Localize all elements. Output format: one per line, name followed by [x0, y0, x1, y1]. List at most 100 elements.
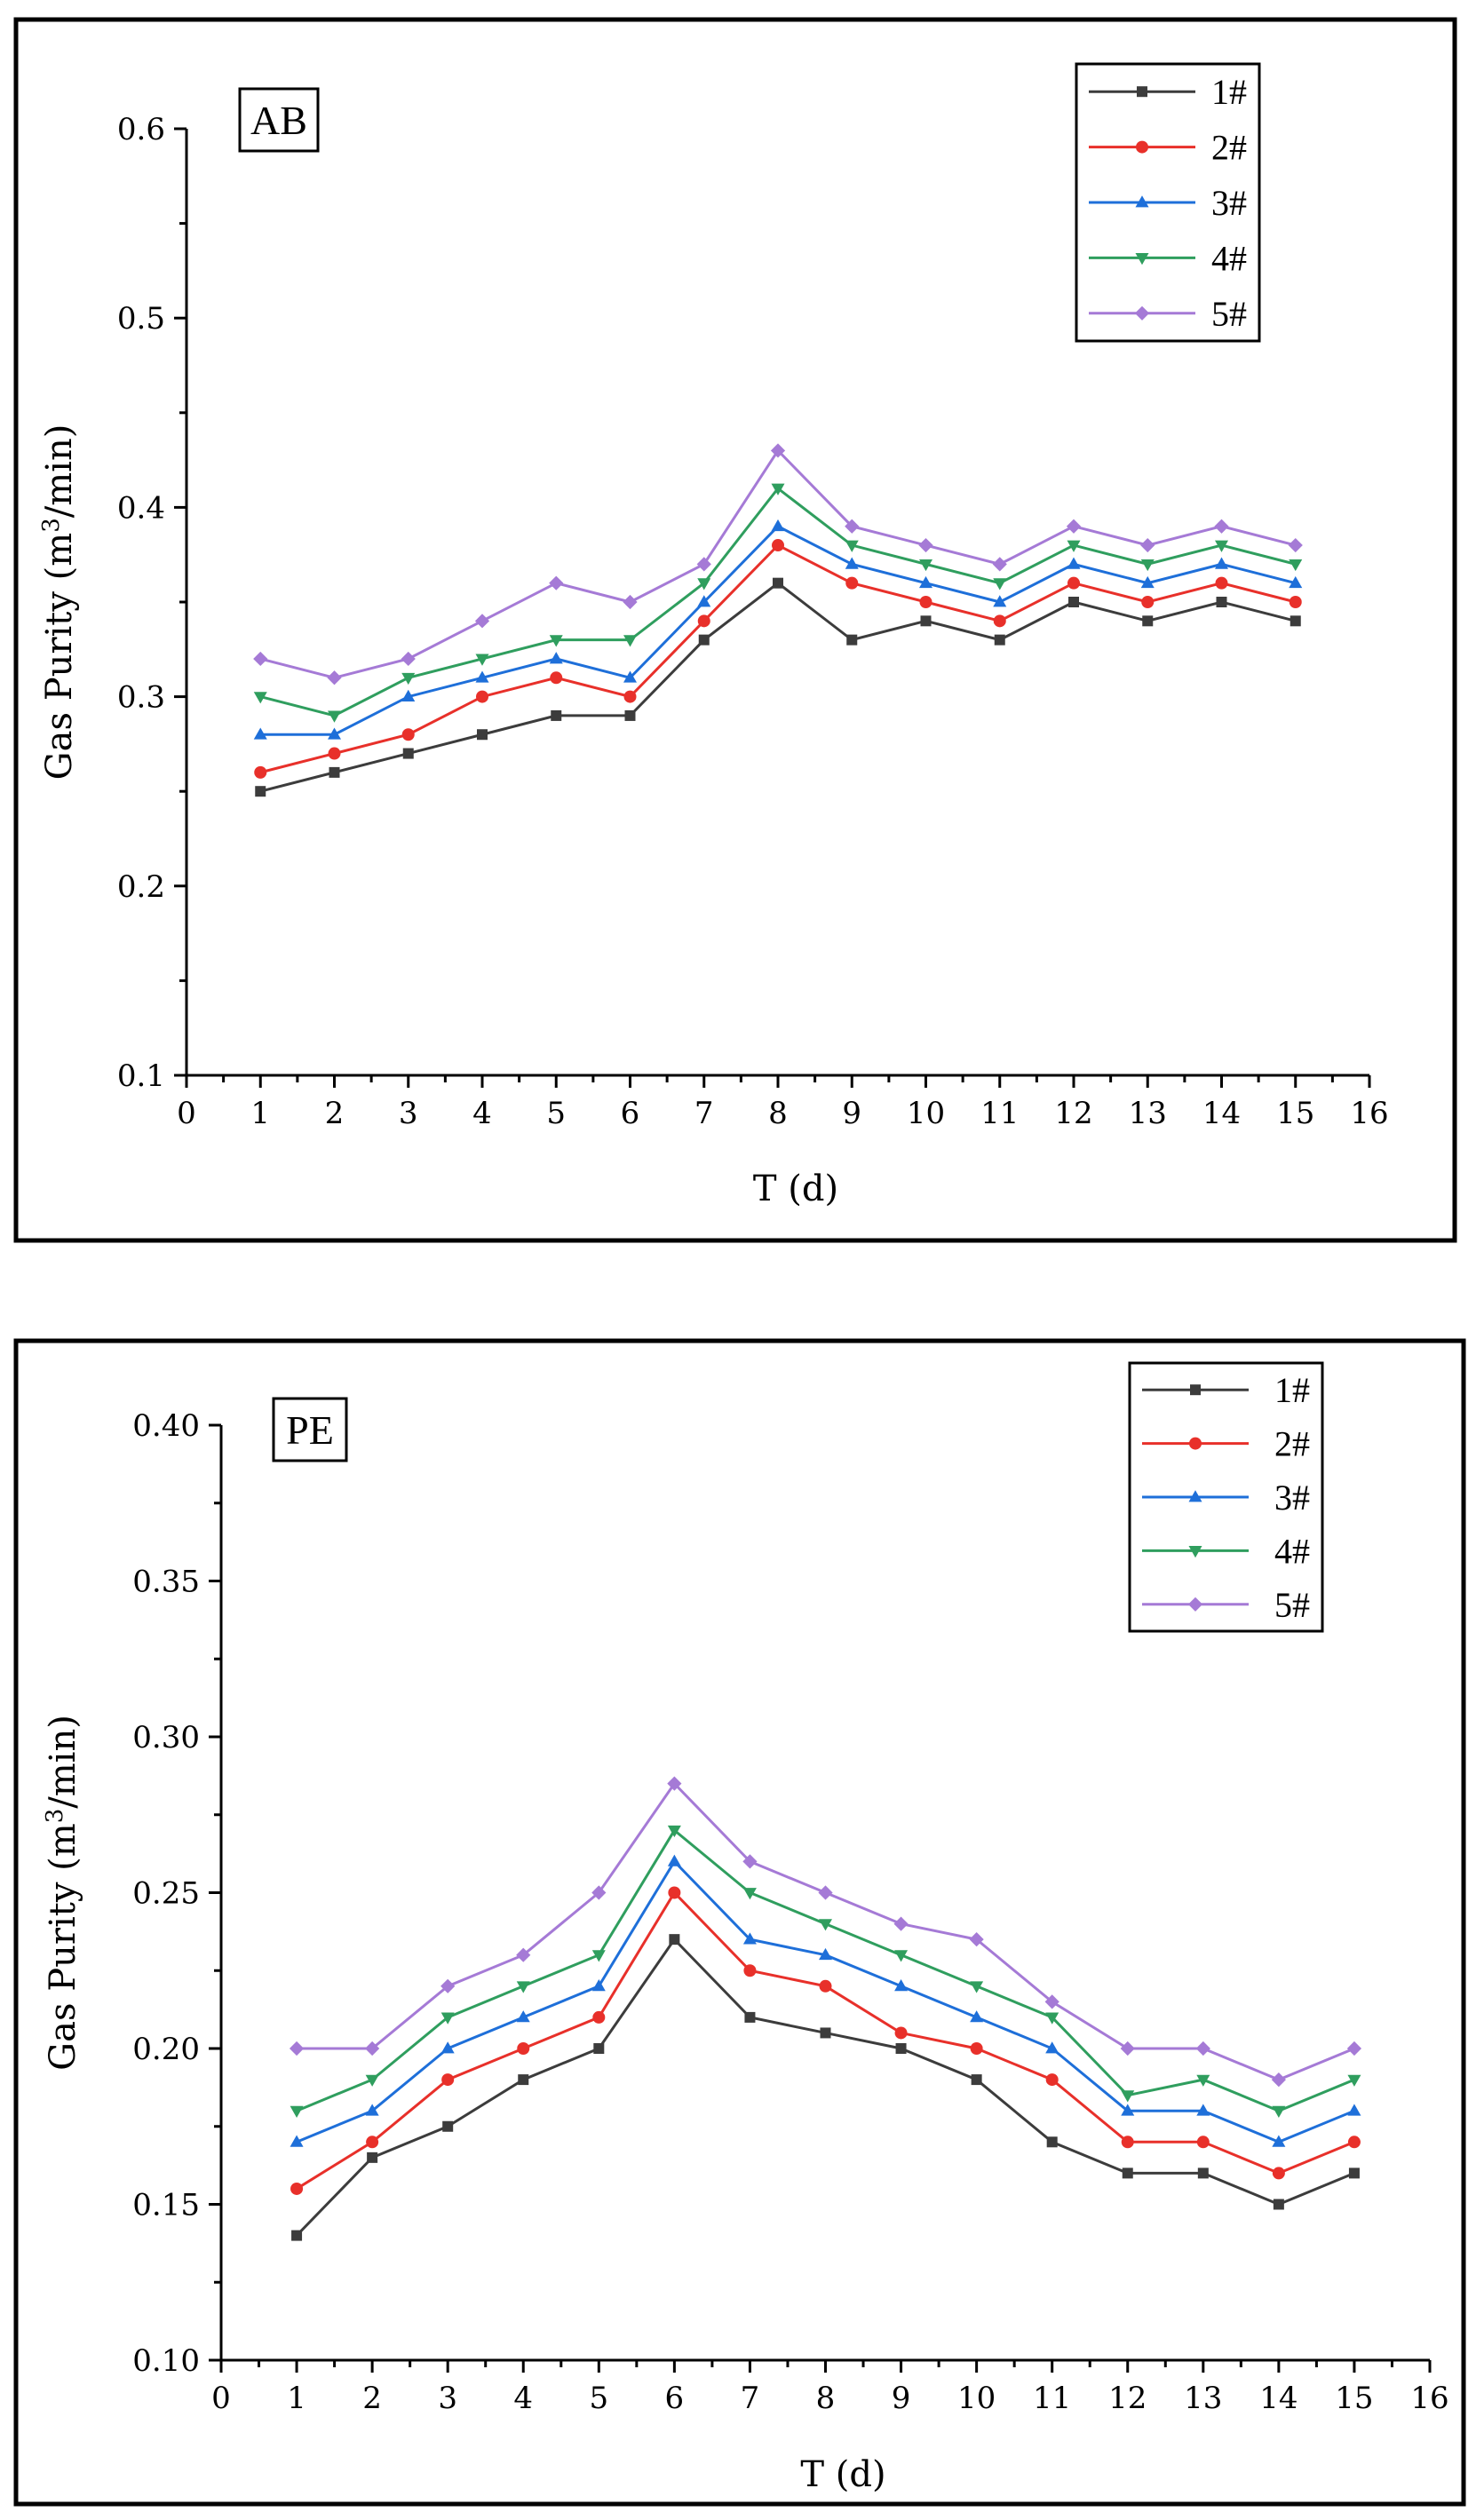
pe-series-5-point: [667, 1776, 682, 1791]
pe-series-4-point: [819, 1919, 832, 1931]
ab-series-3-point: [845, 557, 859, 569]
pe-series-3-point: [1121, 2104, 1135, 2116]
ab-legend-label: 2#: [1211, 128, 1247, 168]
ab-series-4-point: [1289, 559, 1303, 572]
ab-series-1-point: [920, 615, 932, 627]
ab-series-1-point: [1216, 597, 1227, 607]
ab-series-1-point: [551, 709, 562, 721]
pe-series-4-point: [1347, 2074, 1361, 2087]
ab-series-5-point: [696, 557, 711, 572]
ab-series-1-point: [994, 634, 1005, 646]
pe-legend-marker: [1190, 1384, 1201, 1396]
ab-series-1-point: [624, 709, 636, 721]
pe-x-tick-label: 14: [1259, 2381, 1298, 2416]
ab-y-axis-title-unit: /min): [39, 424, 80, 519]
ab-frame: [13, 17, 1457, 1243]
ab-series-2-point: [254, 765, 267, 779]
ab-y-axis-title-sup: 3: [38, 518, 65, 533]
ab-series-4-point: [549, 635, 563, 647]
ab-series-4-point: [993, 578, 1007, 590]
pe-x-tick-label: 2: [362, 2381, 382, 2416]
ab-series-4-point: [475, 654, 489, 666]
ab-y-tick-label: 0.4: [117, 490, 165, 526]
pe-x-tick-label: 13: [1184, 2381, 1222, 2416]
pe-series-3-point: [742, 1932, 757, 1945]
ab-x-tick-label: 3: [399, 1096, 418, 1131]
ab-series-5-point: [253, 651, 268, 667]
pe-series-2-point: [668, 1886, 681, 1899]
ab-series-3-point: [771, 519, 785, 532]
ab-series-4-point: [1067, 540, 1081, 552]
ab-x-tick-label: 6: [621, 1096, 640, 1131]
pe-series-5-point: [818, 1885, 833, 1900]
ab-series-2-point: [845, 576, 859, 590]
ab-series-4-point: [771, 483, 785, 495]
ab-series-3-point: [993, 595, 1007, 607]
ab-series-3-point: [1140, 575, 1155, 589]
pe-series-3-point: [365, 2104, 379, 2116]
pe-legend-marker: [1188, 1546, 1202, 1558]
ab-series-4-point: [697, 578, 711, 590]
pe-x-tick-label: 12: [1108, 2381, 1147, 2416]
pe-x-tick-label: 9: [892, 2381, 911, 2416]
ab-series-2-point: [1067, 576, 1080, 590]
ab-y-axis-title-main: Gas Purity (m: [39, 533, 80, 781]
ab-y-tick-label: 0.6: [117, 112, 165, 147]
pe-series-3-point: [1347, 2104, 1361, 2116]
ab-x-tick-label: 11: [980, 1096, 1019, 1131]
pe-series-4-point: [667, 1825, 681, 1838]
pe-y-tick-label: 0.30: [132, 1720, 200, 1755]
ab-series-2-point: [697, 614, 710, 628]
pe-series-1-point: [669, 1934, 680, 1945]
pe-legend-marker: [1188, 1490, 1202, 1502]
pe-series-3-point: [1272, 2135, 1286, 2147]
pe-series-3-point: [894, 1979, 909, 1992]
pe-x-tick-label: 10: [957, 2381, 996, 2416]
pe-series-2-point: [743, 1964, 757, 1977]
ab-legend-marker: [1135, 195, 1149, 208]
pe-y-tick-label: 0.40: [132, 1408, 200, 1444]
pe-series-5-point: [516, 1947, 531, 1962]
pe-series-3-point: [516, 2010, 530, 2023]
pe-y-axis-title: Gas Purity (m3/min): [42, 1715, 83, 2071]
ab-series-5-point: [1288, 537, 1303, 553]
pe-legend-label: 2#: [1274, 1424, 1310, 1464]
ab-series-3-point: [623, 670, 637, 683]
ab-series-3-line: [260, 524, 1297, 736]
ab-series-2-point: [1289, 596, 1302, 608]
ab-x-tick-label: 1: [250, 1096, 270, 1131]
pe-y-axis-title-main: Gas Purity (m: [43, 1823, 83, 2071]
pe-series-5-point: [742, 1854, 758, 1869]
ab-x-tick-label: 10: [907, 1096, 945, 1131]
ab-legend-marker: [1135, 253, 1149, 265]
pe-series-5-point: [1120, 2041, 1135, 2056]
pe-series-5-point: [289, 2041, 305, 2056]
ab-series-1-point: [1290, 615, 1301, 627]
ab-legend-marker: [1134, 305, 1150, 321]
ab-series-4-point: [845, 540, 859, 552]
pe-x-tick-label: 4: [513, 2381, 533, 2416]
pe-legend-label: 4#: [1274, 1531, 1310, 1571]
ab-panel-label-box: [238, 87, 320, 153]
ab-legend-label: 4#: [1211, 238, 1247, 278]
pe-chart-panel: 0 1 2 3 4 5 6 7 8 9 10 11 12 13 14 15 16 0.10 0.15 0.20 0.25…: [0, 1288, 1484, 2520]
pe-series-3-point: [970, 2010, 984, 2023]
pe-y-tick-label: 0.35: [132, 1565, 200, 1600]
pe-series-1-point: [518, 2074, 529, 2086]
pe-y-tick-label: 0.15: [132, 2188, 200, 2223]
ab-series-5-point: [770, 443, 786, 458]
ab-series-5-point: [918, 537, 933, 553]
ab-series-3-point: [1067, 557, 1081, 569]
ab-x-tick-label: 7: [694, 1096, 714, 1131]
pe-x-tick-label: 3: [438, 2381, 457, 2416]
pe-x-tick-label: 1: [287, 2381, 306, 2416]
pe-x-tick-label: 6: [665, 2381, 685, 2416]
pe-series-1-point: [442, 2120, 454, 2132]
pe-series-4-point: [1121, 2090, 1135, 2103]
ab-series-4-point: [623, 635, 637, 647]
ab-series-5-point: [1214, 519, 1229, 534]
pe-series-2-point: [517, 2042, 530, 2055]
ab-series-5-point: [327, 670, 342, 685]
pe-series-1-point: [744, 2011, 756, 2023]
pe-series-1-point: [820, 2027, 831, 2039]
